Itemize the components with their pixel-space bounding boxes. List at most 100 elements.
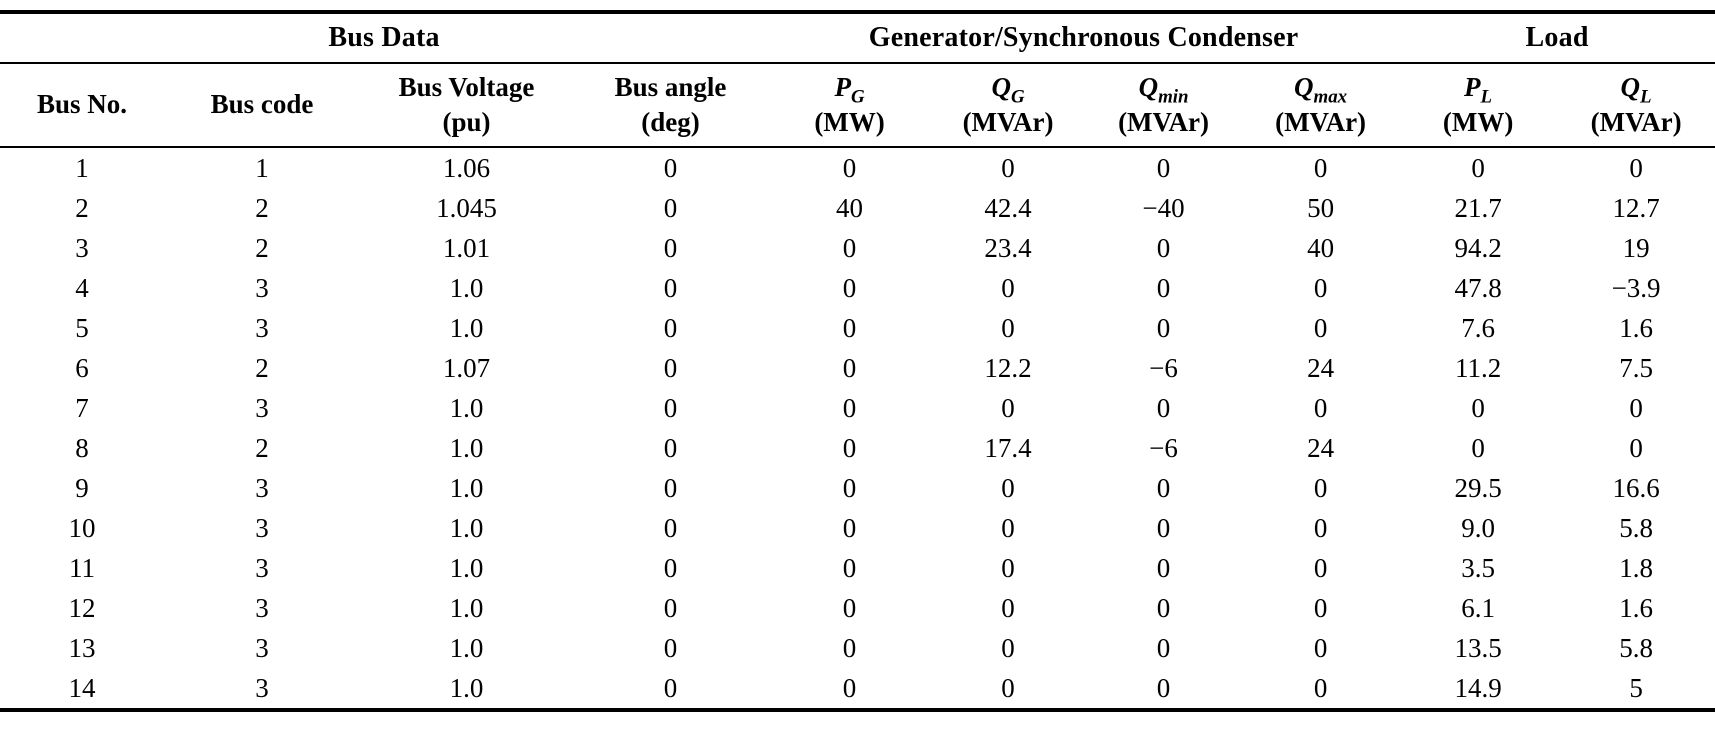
cell-bus-no: 8 — [75, 432, 89, 463]
table-body: 1 1 1.06 0 0 0 0 0 0 0 2 2 1.045 0 40 42… — [0, 147, 1715, 710]
cell-bus-voltage: 1.045 — [436, 192, 497, 223]
col-header-unit: (MW) — [1442, 107, 1514, 137]
cell-pl: 3.5 — [1461, 552, 1495, 583]
cell-pg: 0 — [842, 512, 857, 543]
cell-qmax: 24 — [1307, 352, 1335, 383]
cell-bus-code: 2 — [255, 352, 269, 383]
cell-pg: 0 — [842, 592, 857, 623]
cell-bus-angle: 0 — [663, 552, 678, 583]
col-header-unit: (MW) — [814, 107, 885, 137]
cell-bus-angle: 0 — [663, 512, 678, 543]
cell-bus-code: 3 — [255, 272, 269, 303]
cell-qmin: −6 — [1149, 352, 1178, 383]
cell-bus-code: 3 — [255, 632, 269, 663]
cell-qmax: 50 — [1307, 192, 1335, 223]
cell-qmin: 0 — [1156, 152, 1171, 183]
cell-qg: 23.4 — [984, 232, 1032, 263]
cell-bus-no: 3 — [75, 232, 89, 263]
cell-pg: 0 — [842, 552, 857, 583]
cell-qg: 42.4 — [984, 192, 1032, 223]
cell-bus-angle: 0 — [663, 632, 678, 663]
cell-pl: 94.2 — [1454, 232, 1502, 263]
cell-bus-no: 10 — [68, 512, 96, 543]
column-header-row: Bus No. Bus code Bus Voltage (pu) Bus an… — [0, 63, 1715, 148]
cell-bus-voltage: 1.0 — [449, 552, 484, 583]
math-symbol: QL — [1620, 71, 1652, 108]
cell-qg: 0 — [1001, 512, 1015, 543]
col-header-label: Bus code — [210, 89, 314, 120]
cell-qmin: 0 — [1156, 312, 1171, 343]
cell-qg: 12.2 — [984, 352, 1032, 383]
table-row: 12 3 1.0 0 0 0 0 0 6.1 1.6 — [0, 588, 1715, 628]
cell-bus-angle: 0 — [663, 232, 678, 263]
math-symbol: PL — [1464, 71, 1493, 108]
cell-qg: 0 — [1001, 472, 1015, 503]
cell-qmin: 0 — [1156, 552, 1171, 583]
cell-ql: 1.6 — [1619, 312, 1653, 343]
cell-pg: 40 — [836, 192, 864, 223]
col-header-unit: (MVAr) — [1275, 107, 1367, 137]
col-header-unit: (MVAr) — [1118, 107, 1210, 137]
cell-ql: 1.6 — [1619, 592, 1653, 623]
cell-bus-angle: 0 — [663, 352, 678, 383]
table-row: 9 3 1.0 0 0 0 0 0 29.5 16.6 — [0, 468, 1715, 508]
cell-bus-voltage: 1.07 — [442, 352, 491, 383]
cell-pl: 29.5 — [1454, 472, 1502, 503]
cell-pg: 0 — [842, 392, 857, 423]
cell-bus-code: 3 — [255, 552, 269, 583]
cell-bus-voltage: 1.01 — [442, 232, 491, 263]
cell-ql: 1.8 — [1619, 552, 1653, 583]
cell-pg: 0 — [842, 232, 857, 263]
cell-bus-angle: 0 — [663, 472, 678, 503]
cell-bus-voltage: 1.0 — [449, 272, 484, 303]
cell-qmin: 0 — [1156, 392, 1171, 423]
cell-bus-code: 2 — [255, 192, 269, 223]
cell-ql: 0 — [1629, 152, 1643, 183]
cell-bus-code: 2 — [255, 232, 269, 263]
bus-data-table: Bus Data Generator/Synchronous Condenser… — [0, 10, 1715, 712]
cell-pg: 0 — [842, 632, 857, 663]
cell-bus-no: 4 — [75, 272, 89, 303]
cell-pl: 21.7 — [1454, 192, 1502, 223]
group-header-row: Bus Data Generator/Synchronous Condenser… — [0, 12, 1715, 64]
table-row: 5 3 1.0 0 0 0 0 0 7.6 1.6 — [0, 308, 1715, 348]
cell-bus-code: 3 — [255, 312, 269, 343]
cell-pg: 0 — [842, 432, 857, 463]
cell-pl: 14.9 — [1454, 672, 1502, 703]
cell-bus-no: 14 — [68, 672, 96, 703]
cell-qmax: 0 — [1313, 152, 1328, 183]
group-header-load: Load — [1399, 12, 1715, 64]
col-header-bus-voltage: Bus Voltage (pu) — [360, 63, 573, 148]
cell-pl: 13.5 — [1454, 632, 1502, 663]
col-header-unit: (MVAr) — [1590, 107, 1682, 137]
table-row: 11 3 1.0 0 0 0 0 0 3.5 1.8 — [0, 548, 1715, 588]
cell-qg: 0 — [1001, 552, 1015, 583]
cell-qmax: 0 — [1313, 512, 1328, 543]
col-header-pl: PL (MW) — [1399, 63, 1558, 148]
cell-qmax: 0 — [1313, 552, 1328, 583]
cell-bus-voltage: 1.0 — [449, 672, 484, 703]
cell-bus-no: 2 — [75, 192, 89, 223]
col-header-unit: (pu) — [442, 107, 491, 137]
col-header-label: Bus Voltage — [398, 71, 535, 102]
table-row: 2 2 1.045 0 40 42.4 −40 50 21.7 12.7 — [0, 188, 1715, 228]
cell-bus-voltage: 1.0 — [449, 512, 484, 543]
cell-bus-voltage: 1.0 — [449, 392, 484, 423]
cell-bus-voltage: 1.0 — [449, 312, 484, 343]
table-row: 6 2 1.07 0 0 12.2 −6 24 11.2 7.5 — [0, 348, 1715, 388]
cell-bus-code: 2 — [255, 432, 269, 463]
cell-qmin: 0 — [1156, 672, 1171, 703]
cell-bus-code: 3 — [255, 512, 269, 543]
cell-ql: 7.5 — [1619, 352, 1653, 383]
cell-qg: 0 — [1001, 392, 1015, 423]
table-row: 3 2 1.01 0 0 23.4 0 40 94.2 19 — [0, 228, 1715, 268]
cell-bus-voltage: 1.0 — [449, 432, 484, 463]
cell-qg: 0 — [1001, 272, 1015, 303]
cell-pl: 0 — [1471, 392, 1485, 423]
cell-ql: −3.9 — [1611, 272, 1661, 303]
cell-qg: 0 — [1001, 312, 1015, 343]
cell-bus-no: 12 — [68, 592, 96, 623]
col-header-bus-no: Bus No. — [0, 63, 164, 148]
table-row: 8 2 1.0 0 0 17.4 −6 24 0 0 — [0, 428, 1715, 468]
table-header: Bus Data Generator/Synchronous Condenser… — [0, 12, 1715, 148]
